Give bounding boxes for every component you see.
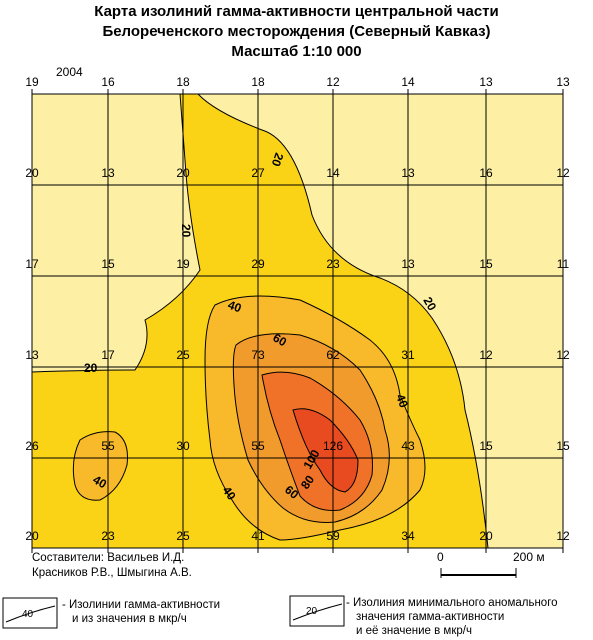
- grid-value: 55: [101, 439, 115, 453]
- contour-label-20: 20: [84, 361, 98, 375]
- grid-value: 13: [25, 348, 39, 362]
- grid-value: 41: [251, 529, 265, 543]
- map-title-line2: Белореченского месторождения (Северный К…: [102, 23, 491, 40]
- grid-value: 14: [401, 75, 415, 89]
- legend-sample-isoline: 40: [2, 597, 58, 629]
- grid-value: 19: [176, 257, 190, 271]
- grid-value: 13: [556, 75, 570, 89]
- map-title-line1: Карта изолиний гамма-активности централь…: [94, 3, 499, 20]
- grid-value: 31: [401, 348, 415, 362]
- grid-value-labels: 19 16 18 18 12 14 13 13 20 13 20 27 14 13 16 12 17 15 19 29…: [25, 75, 570, 553]
- grid-value: 19: [25, 75, 39, 89]
- grid-value: 29: [251, 257, 265, 271]
- grid-value: 20: [25, 529, 39, 543]
- zone-40-left-blob: [72, 431, 128, 501]
- contour-label-20: 20: [269, 151, 287, 169]
- grid-value: 18: [176, 75, 190, 89]
- grid-value: 126: [323, 439, 343, 453]
- grid-value: 12: [556, 348, 570, 362]
- grid-value: 55: [251, 439, 265, 453]
- grid-value: 17: [101, 348, 115, 362]
- grid-value: 15: [101, 257, 115, 271]
- contour-label-40: 40: [91, 472, 110, 491]
- contour-label-20: 20: [420, 295, 439, 314]
- grid-value: 23: [101, 529, 115, 543]
- coordinate-grid: [31, 93, 564, 549]
- grid-value: 73: [251, 348, 265, 362]
- grid-value: 20: [479, 529, 493, 543]
- grid-value: 12: [556, 529, 570, 543]
- grid-value: 12: [479, 348, 493, 362]
- scale-bar-length: 200 м: [513, 550, 545, 564]
- grid-value: 27: [251, 166, 265, 180]
- grid-value: 15: [479, 257, 493, 271]
- grid-value: 14: [326, 166, 340, 180]
- grid-value: 30: [176, 439, 190, 453]
- grid-value: 20: [176, 166, 190, 180]
- grid-value: 62: [326, 348, 340, 362]
- legend-isoline-text: - Изолинии гамма-активности и из значени…: [62, 599, 221, 625]
- grid-value: 15: [556, 439, 570, 453]
- scale-bar-zero: 0: [437, 550, 444, 564]
- grid-value: 13: [401, 257, 415, 271]
- grid-value: 16: [479, 166, 493, 180]
- grid-value: 16: [101, 75, 115, 89]
- grid-value: 13: [479, 75, 493, 89]
- grid-value: 23: [326, 257, 340, 271]
- contour-label-20: 20: [179, 224, 193, 238]
- grid-value: 12: [326, 75, 340, 89]
- grid-value: 12: [556, 166, 570, 180]
- grid-value: 34: [401, 529, 415, 543]
- grid-value: 13: [101, 166, 115, 180]
- grid-value: 25: [176, 348, 190, 362]
- grid-value: 11: [557, 257, 570, 271]
- grid-value: 43: [401, 439, 415, 453]
- map-scale-title: Масштаб 1:10 000: [231, 43, 362, 60]
- grid-value: 15: [479, 439, 493, 453]
- grid-value: 13: [401, 166, 415, 180]
- svg-text:20: 20: [306, 606, 318, 617]
- map-year: 2004: [56, 65, 83, 79]
- grid-value: 17: [25, 257, 39, 271]
- zone-100-plus: [292, 408, 359, 493]
- credits: Составители: Васильев И.Д. Красников Р.В…: [32, 551, 192, 581]
- grid-value: 20: [25, 166, 39, 180]
- credits-line2: Красников Р.В., Шмыгина А.В.: [32, 567, 192, 579]
- contour-label-40: 40: [226, 298, 244, 316]
- grid-value: 26: [25, 439, 39, 453]
- grid-value: 18: [251, 75, 265, 89]
- contour-label-40: 40: [393, 392, 411, 410]
- svg-text:40: 40: [22, 609, 34, 620]
- credits-line1: Составители: Васильев И.Д.: [32, 552, 185, 564]
- contour-labels: 20 20 20 20 40 40 40 40 60 60 80 100: [84, 151, 439, 503]
- legend-min-isoline-text: - Изолиния минимального аномального знач…: [346, 597, 558, 637]
- contour-label-60: 60: [271, 330, 290, 349]
- scale-bar: 0 200 м: [437, 550, 545, 578]
- legend-sample-min-isoline: 20: [289, 595, 345, 627]
- grid-value: 59: [326, 529, 340, 543]
- grid-value: 25: [176, 529, 190, 543]
